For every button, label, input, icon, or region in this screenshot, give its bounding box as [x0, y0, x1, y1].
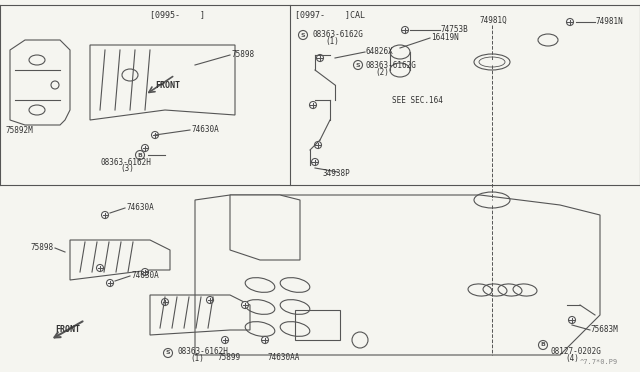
Bar	[295, 310, 340, 340]
Text: 74630A: 74630A	[191, 125, 219, 134]
Text: 74630AA: 74630AA	[268, 353, 300, 362]
Ellipse shape	[241, 301, 248, 308]
Text: (4): (4)	[565, 353, 579, 362]
Text: 75683M: 75683M	[591, 326, 619, 334]
Text: 08363-6162H: 08363-6162H	[178, 347, 229, 356]
Ellipse shape	[262, 337, 269, 343]
Ellipse shape	[317, 55, 323, 61]
Ellipse shape	[310, 102, 317, 109]
Text: 74753B: 74753B	[441, 25, 468, 33]
Text: SEE SEC.164: SEE SEC.164	[392, 96, 443, 105]
Text: (1): (1)	[190, 355, 204, 363]
Text: 75898: 75898	[30, 243, 53, 251]
Ellipse shape	[401, 26, 408, 33]
Text: 75898: 75898	[231, 49, 254, 58]
Text: [0997-    ]CAL: [0997- ]CAL	[295, 10, 365, 19]
Text: 64826X: 64826X	[366, 46, 394, 55]
Text: (2): (2)	[375, 67, 389, 77]
Ellipse shape	[141, 269, 148, 276]
Text: B: B	[541, 343, 545, 347]
Text: 08363-6162G: 08363-6162G	[313, 29, 364, 38]
Polygon shape	[230, 195, 300, 260]
Ellipse shape	[97, 264, 104, 272]
Text: 08363-6162H: 08363-6162H	[100, 157, 151, 167]
Text: S: S	[301, 32, 305, 38]
Text: 34938P: 34938P	[323, 169, 351, 177]
Text: S: S	[166, 350, 170, 356]
Text: 08127-0202G: 08127-0202G	[551, 347, 602, 356]
Ellipse shape	[207, 296, 214, 304]
Ellipse shape	[314, 141, 321, 148]
Text: 16419N: 16419N	[431, 32, 459, 42]
Text: ^7.7*0.P9: ^7.7*0.P9	[580, 359, 618, 365]
Text: 74630A: 74630A	[131, 270, 159, 279]
Text: 75892M: 75892M	[5, 125, 33, 135]
Text: B: B	[138, 153, 143, 157]
Ellipse shape	[102, 212, 109, 218]
Ellipse shape	[141, 144, 148, 151]
Ellipse shape	[568, 317, 575, 324]
Ellipse shape	[312, 158, 319, 166]
Text: S: S	[356, 62, 360, 67]
Ellipse shape	[152, 131, 159, 138]
Text: 08363-6162G: 08363-6162G	[366, 61, 417, 70]
Text: FRONT: FRONT	[55, 326, 80, 334]
Text: [0995-    ]: [0995- ]	[150, 10, 205, 19]
Ellipse shape	[221, 337, 228, 343]
Text: 74981N: 74981N	[596, 16, 624, 26]
Text: 75899: 75899	[218, 353, 241, 362]
Text: 74981Q: 74981Q	[480, 16, 508, 25]
Text: (3): (3)	[120, 164, 134, 173]
Text: (1): (1)	[325, 36, 339, 45]
Ellipse shape	[566, 19, 573, 26]
Ellipse shape	[106, 279, 113, 286]
Text: 74630A: 74630A	[126, 202, 154, 212]
Ellipse shape	[161, 298, 168, 305]
Text: FRONT: FRONT	[155, 80, 180, 90]
